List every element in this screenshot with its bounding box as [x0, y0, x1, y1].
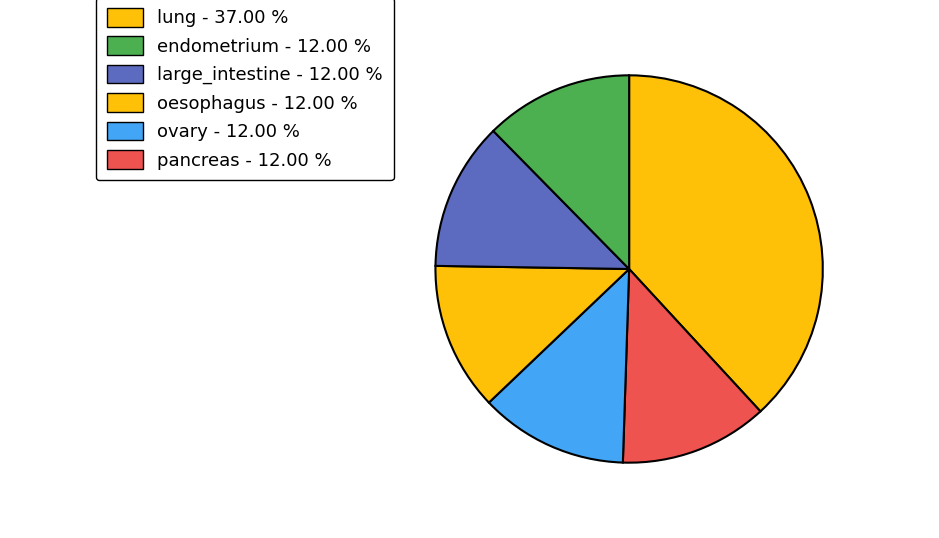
Legend: lung - 37.00 %, endometrium - 12.00 %, large_intestine - 12.00 %, oesophagus - 1: lung - 37.00 %, endometrium - 12.00 %, l… [96, 0, 393, 180]
Wedge shape [493, 75, 629, 269]
Wedge shape [623, 269, 761, 463]
Wedge shape [629, 75, 823, 412]
Wedge shape [489, 269, 629, 463]
Wedge shape [436, 266, 629, 402]
Wedge shape [436, 131, 629, 269]
